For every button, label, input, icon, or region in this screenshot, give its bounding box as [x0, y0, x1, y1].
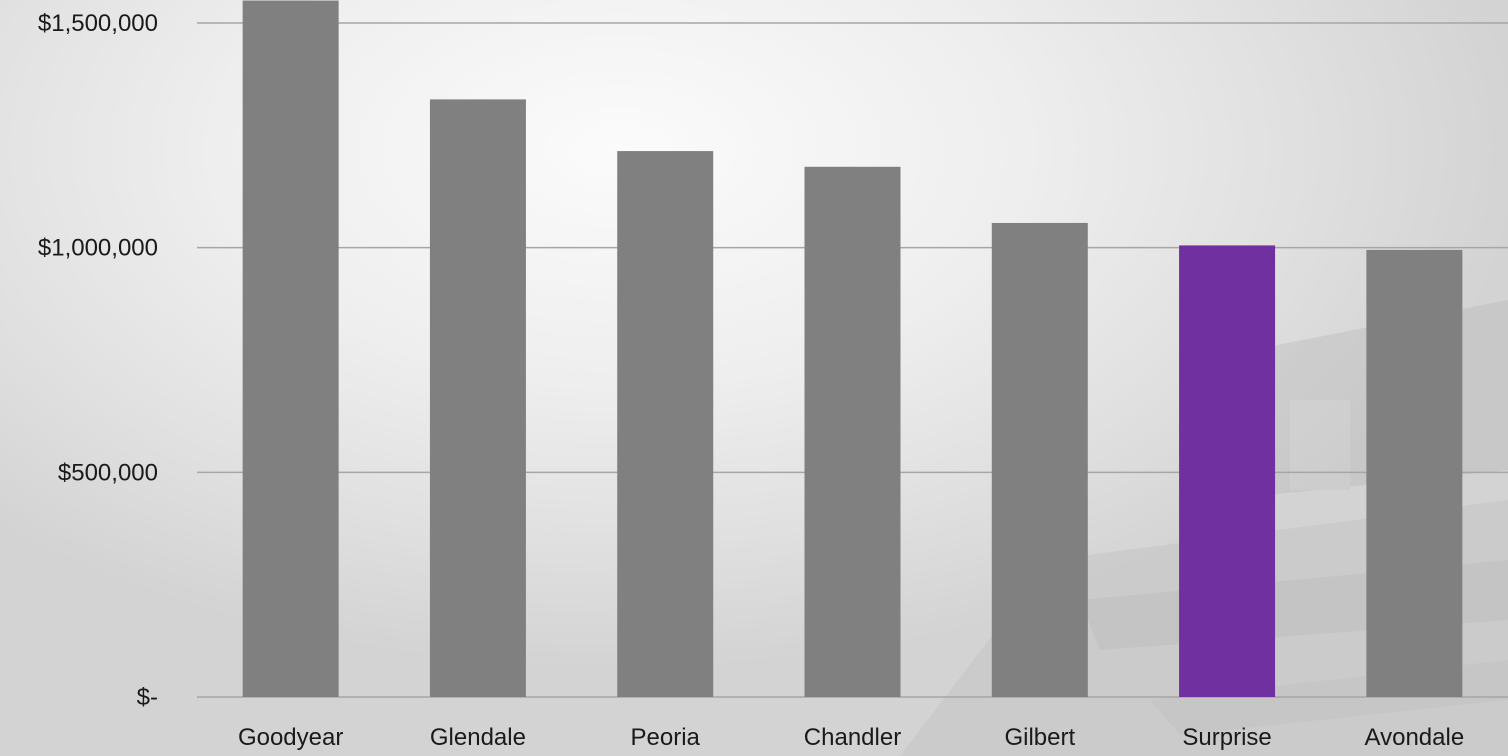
bars [242, 0, 1463, 698]
x-axis-category-labels: Goodyear Glendale Peoria Chandler Gilbert Sur… [238, 724, 1464, 751]
bar-surprise [1179, 245, 1276, 698]
category-label: Glendale [430, 724, 526, 751]
category-label: Surprise [1182, 724, 1271, 751]
y-tick-label: $1,500,000 [38, 10, 158, 37]
bar-peoria [617, 151, 714, 697]
category-label: Chandler [804, 724, 901, 751]
y-tick-label: $- [137, 684, 158, 711]
category-label: Peoria [631, 724, 701, 751]
bar-gilbert [991, 222, 1088, 697]
category-label: Goodyear [238, 724, 343, 751]
bar-chandler [804, 166, 901, 697]
bar-glendale [429, 99, 526, 698]
y-tick-label: $500,000 [58, 459, 158, 486]
category-label: Avondale [1365, 724, 1465, 751]
y-axis-tick-labels: $- $500,000 $1,000,000 $1,500,000 [38, 10, 158, 711]
category-label: Gilbert [1004, 724, 1075, 751]
bar-goodyear [242, 0, 339, 698]
y-tick-label: $1,000,000 [38, 235, 158, 262]
bar-avondale [1366, 249, 1463, 697]
